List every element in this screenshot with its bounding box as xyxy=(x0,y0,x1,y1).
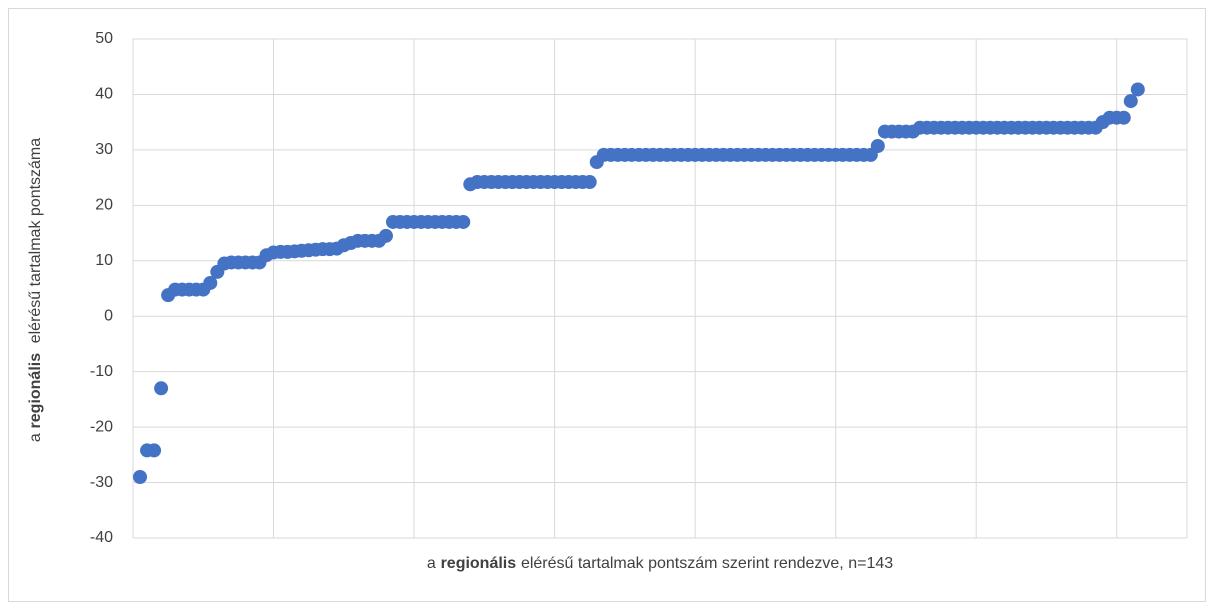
x-label-prefix: a xyxy=(427,555,436,572)
y-tick-label: 10 xyxy=(95,252,113,269)
y-tick-label: 40 xyxy=(95,86,113,103)
point xyxy=(203,275,218,290)
y-label-suffix: elérésű tartalmak pontszáma xyxy=(27,138,44,344)
point xyxy=(456,214,471,229)
point xyxy=(1116,110,1131,125)
point xyxy=(133,470,148,485)
y-tick-label: 0 xyxy=(104,307,113,324)
y-label-bold: regionális xyxy=(27,353,44,429)
y-tick-label: -40 xyxy=(90,529,113,546)
x-label-suffix: elérésű tartalmak pontszám szerint rende… xyxy=(521,555,893,572)
chart-frame xyxy=(8,8,1206,602)
point xyxy=(1130,82,1145,97)
y-tick-label: 50 xyxy=(95,30,113,47)
point xyxy=(147,443,162,458)
point xyxy=(154,381,169,396)
point xyxy=(870,139,885,154)
point xyxy=(582,175,597,190)
y-axis-label: a regionális elérésű tartalmak pontszáma xyxy=(27,138,44,442)
y-tick-label: 30 xyxy=(95,141,113,158)
point xyxy=(1123,94,1138,109)
y-tick-label: 20 xyxy=(95,197,113,214)
x-label-bold: regionális xyxy=(441,555,517,572)
y-tick-label: -20 xyxy=(90,418,113,435)
point xyxy=(378,228,393,243)
y-tick-label: -10 xyxy=(90,363,113,380)
y-tick-label: -30 xyxy=(90,474,113,491)
y-label-prefix: a xyxy=(27,433,44,442)
x-axis-label: a regionális elérésű tartalmak pontszám sz… xyxy=(427,555,893,572)
